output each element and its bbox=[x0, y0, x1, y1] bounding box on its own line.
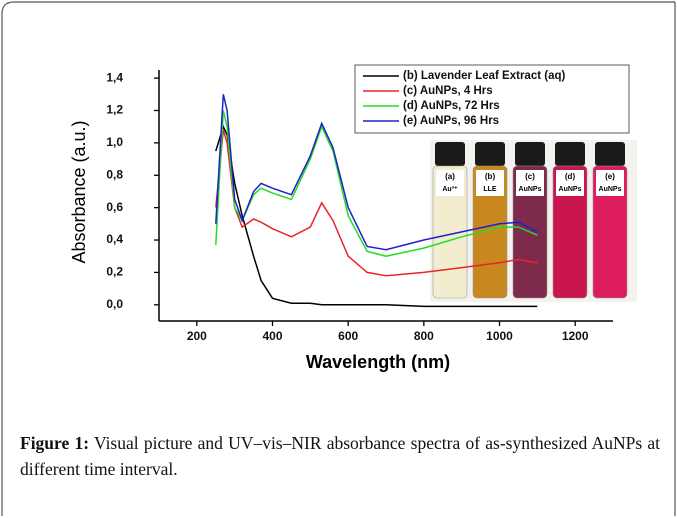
caption: Figure 1: Visual picture and UV–vis–NIR … bbox=[20, 430, 660, 482]
y-tick-label: 0,4 bbox=[106, 232, 123, 246]
vial-letter: (a) bbox=[445, 172, 455, 181]
x-tick-label: 1000 bbox=[486, 329, 513, 343]
vial-body bbox=[552, 165, 588, 299]
vial-cap bbox=[475, 142, 505, 166]
vial-body bbox=[432, 165, 468, 299]
x-tick-label: 800 bbox=[414, 329, 434, 343]
x-tick-label: 400 bbox=[262, 329, 282, 343]
vial-cap bbox=[555, 142, 585, 166]
vial-letter: (d) bbox=[565, 172, 576, 181]
vial-label: LLE bbox=[483, 186, 497, 193]
y-tick-label: 0,2 bbox=[106, 265, 123, 279]
y-tick-label: 0,8 bbox=[106, 167, 123, 181]
vial-letter: (b) bbox=[485, 172, 496, 181]
vial-cap bbox=[595, 142, 625, 166]
vial-label: AuNPs bbox=[599, 186, 622, 193]
legend-box bbox=[354, 64, 630, 134]
series-line bbox=[215, 110, 538, 257]
legend-label: (b) Lavender Leaf Extract (aq) bbox=[403, 70, 565, 82]
vial-label: AuNPs bbox=[559, 186, 582, 193]
vial-label: AuNPs bbox=[519, 186, 542, 193]
vial-body bbox=[592, 165, 628, 299]
legend-label: (c) AuNPs, 4 Hrs bbox=[403, 85, 493, 97]
vial-letter: (e) bbox=[605, 172, 615, 181]
vial-cap bbox=[515, 142, 545, 166]
vials: (a) Au³⁺ (b) LLE (c) AuNPs (d) AuNPs (e) AuNPs bbox=[432, 142, 628, 299]
x-axis-label: Wavelength (nm) bbox=[306, 352, 450, 372]
y-tick-label: 0,0 bbox=[106, 297, 123, 311]
x-tick-label: 600 bbox=[338, 329, 358, 343]
x-tick-label: 1200 bbox=[562, 329, 589, 343]
y-tick-label: 1,0 bbox=[106, 135, 123, 149]
caption-label: Figure 1: bbox=[20, 433, 90, 453]
legend-label: (d) AuNPs, 72 Hrs bbox=[403, 100, 500, 112]
vial-tag bbox=[596, 170, 624, 196]
x-tick-label: 200 bbox=[187, 329, 207, 343]
caption-text: Visual picture and UV–vis–NIR absorbance… bbox=[20, 433, 660, 479]
vial-tag bbox=[556, 170, 584, 196]
vial-cap bbox=[435, 142, 465, 166]
vial-letter: (c) bbox=[525, 172, 535, 181]
y-tick-label: 1,2 bbox=[106, 103, 123, 117]
vial-tag bbox=[516, 170, 544, 196]
vial-tag bbox=[436, 170, 464, 196]
series-line bbox=[215, 124, 538, 308]
y-tick-label: 0,6 bbox=[106, 200, 123, 214]
plot: 0,0 0,2 0,4 0,6 0,8 1,0 1,2 1,4 200 400 600 800 1000… bbox=[106, 64, 630, 343]
y-axis-label: Absorbance (a.u.) bbox=[69, 120, 89, 263]
vial-label: Au³⁺ bbox=[442, 186, 458, 193]
vial-tag bbox=[476, 170, 504, 196]
legend-label: (e) AuNPs, 96 Hrs bbox=[403, 115, 499, 127]
y-tick-label: 1,4 bbox=[106, 70, 123, 84]
series-line bbox=[215, 94, 538, 251]
